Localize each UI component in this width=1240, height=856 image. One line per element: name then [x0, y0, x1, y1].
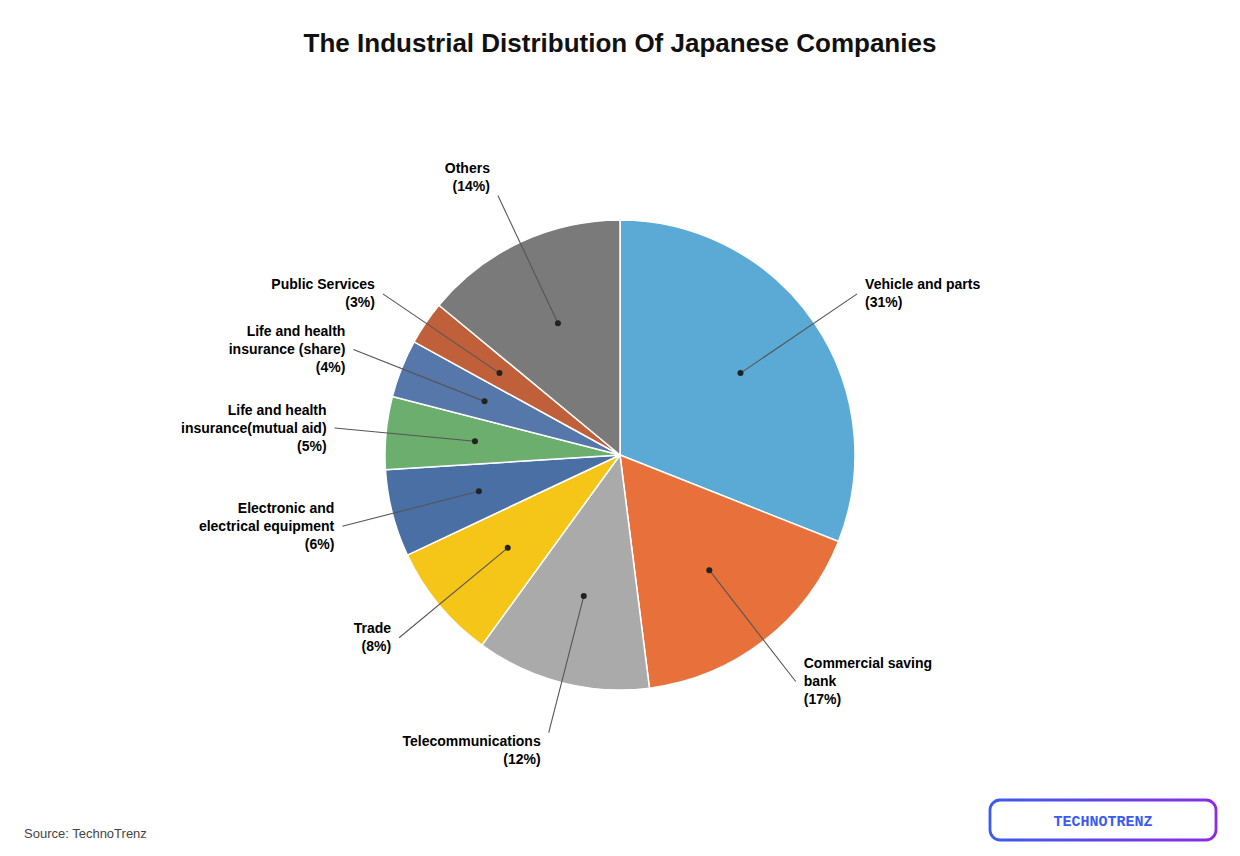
data-label: (12%) — [503, 751, 540, 767]
chart-container: The Industrial Distribution Of Japanese … — [0, 0, 1240, 856]
leader-line — [399, 548, 508, 638]
leader-dot — [505, 545, 511, 551]
leader-line — [342, 491, 479, 526]
slice-label-line: Electronic and — [238, 500, 334, 516]
leader-dot — [496, 370, 502, 376]
leader-dot — [738, 370, 744, 376]
data-label: (8%) — [362, 638, 392, 654]
slice-label: Electronic and electrical equipment — [199, 500, 335, 534]
leader-line — [498, 196, 558, 324]
slice-label: Public Services — [271, 276, 375, 292]
slice-label-line: Trade — [354, 620, 392, 636]
data-label: (4%) — [316, 359, 346, 375]
logo-text: TECHNOTRENZ — [1053, 814, 1152, 831]
leader-line — [335, 428, 475, 441]
data-label: (14%) — [453, 178, 490, 194]
slice-label-line: Others — [445, 160, 490, 176]
title: The Industrial Distribution Of Japanese … — [304, 28, 937, 58]
leader-dot — [555, 320, 561, 326]
data-label: (3%) — [345, 294, 375, 310]
background — [0, 0, 1240, 856]
slice-label-line: insurance (share) — [229, 341, 346, 357]
slice-label-line: Life and health — [228, 402, 327, 418]
data-label: (6%) — [305, 536, 335, 552]
slice-label: Others — [445, 160, 490, 176]
slice-label-line: Public Services — [271, 276, 375, 292]
data-label: (17%) — [804, 691, 841, 707]
leader-lines — [335, 196, 858, 733]
pie-slice — [620, 455, 838, 688]
leader-dot — [476, 488, 482, 494]
slice-label: Commercial saving bank — [804, 655, 932, 689]
logo-frame — [990, 800, 1216, 840]
leader-dots — [472, 320, 744, 599]
slice-label-line: Commercial saving — [804, 655, 932, 671]
leader-dot — [472, 438, 478, 444]
slice-label-line: Telecommunications — [402, 733, 540, 749]
leader-line — [549, 596, 584, 733]
data-label: (5%) — [297, 438, 327, 454]
leader-dot — [482, 398, 488, 404]
slice-label: Trade — [354, 620, 392, 636]
leader-dot — [581, 593, 587, 599]
pie-slice — [439, 220, 620, 455]
slice-label-line: electrical equipment — [199, 518, 335, 534]
chart-svg: The Industrial Distribution Of Japanese … — [0, 0, 1240, 856]
leader-line — [709, 570, 795, 681]
slice-label: Life and health insurance(mutual aid) — [181, 402, 326, 436]
leader-dot — [706, 567, 712, 573]
leader-line — [353, 349, 484, 401]
slices — [385, 220, 855, 690]
slice-label: Vehicle and parts — [865, 276, 980, 292]
data-label: (31%) — [865, 294, 902, 310]
pie-slice — [385, 455, 620, 555]
leader-line — [741, 294, 858, 373]
slice-label: Telecommunications — [402, 733, 540, 749]
source-note: Source: TechnoTrenz — [24, 826, 147, 841]
slice-label-line: insurance(mutual aid) — [181, 420, 326, 436]
leader-line — [383, 294, 500, 373]
slice-label: Life and health insurance (share) — [229, 323, 346, 357]
slice-labels: Vehicle and parts (31%) Commercial saving b… — [181, 160, 980, 767]
slice-label-line: Vehicle and parts — [865, 276, 980, 292]
slice-label-line: Life and health — [247, 323, 346, 339]
slice-label-line: bank — [804, 673, 837, 689]
